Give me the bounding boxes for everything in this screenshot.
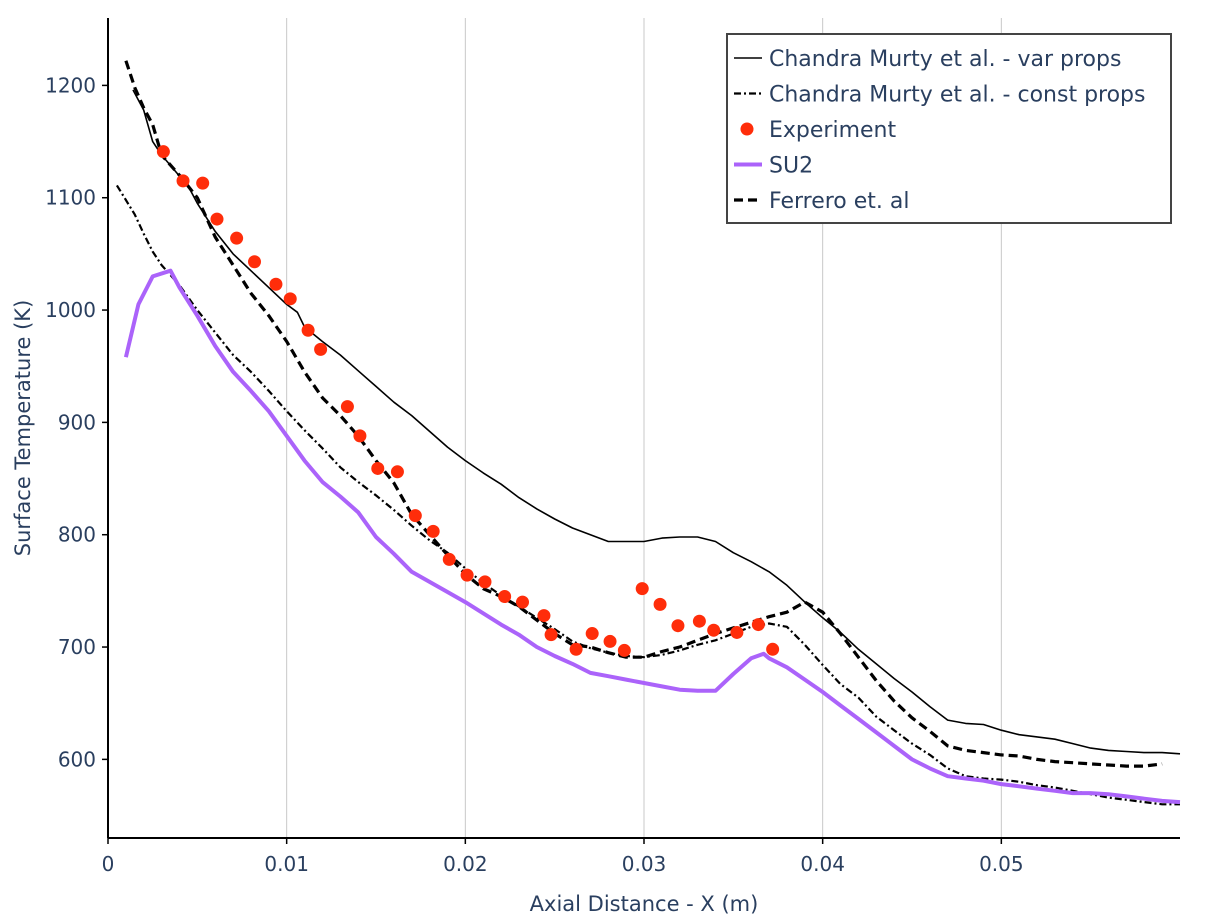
legend-label: Experiment [769, 118, 896, 143]
y-tick-label: 1000 [45, 298, 96, 322]
experiment-point [478, 575, 492, 589]
experiment-point [426, 524, 440, 538]
experiment-point [210, 212, 224, 226]
experiment-point [653, 597, 667, 611]
y-tick-label: 1200 [45, 73, 96, 97]
experiment-point [498, 589, 512, 603]
y-tick-label: 900 [58, 410, 96, 434]
axis-ticks: 0 0.01 0.02 0.03 0.04 0.05 600 700 800 900 1000 110… [45, 73, 1024, 876]
legend-label: Chandra Murty et al. - const props [769, 83, 1145, 108]
x-tick-label: 0.05 [979, 852, 1024, 876]
plot-area [115, 60, 1181, 806]
series-su2-line [123, 268, 1181, 805]
experiment-point [730, 625, 744, 639]
experiment-point [460, 568, 474, 582]
experiment-point [707, 623, 721, 637]
experiment-point [442, 552, 456, 566]
experiment-point [751, 618, 765, 632]
experiment-point [544, 628, 558, 642]
experiment-point [585, 627, 599, 641]
experiment-point [301, 323, 315, 337]
experiment-point [156, 145, 170, 159]
y-tick-label: 1100 [45, 186, 96, 210]
experiment-point [692, 614, 706, 628]
y-tick-label: 800 [58, 523, 96, 547]
experiment-point [196, 176, 210, 190]
y-tick-label: 600 [58, 747, 96, 771]
experiment-point [283, 292, 297, 306]
experiment-point [569, 642, 583, 656]
experiment-point [314, 342, 328, 356]
experiment-point [248, 255, 262, 269]
legend-label: SU2 [769, 154, 813, 179]
experiment-point [353, 429, 367, 443]
legend-label: Chandra Murty et al. - var props [769, 47, 1121, 72]
experiment-point [617, 643, 631, 657]
legend-box [726, 33, 1172, 224]
experiment-point [603, 634, 617, 648]
experiment-point [537, 609, 551, 623]
x-tick-label: 0.01 [264, 852, 309, 876]
experiment-point [340, 400, 354, 414]
x-tick-label: 0.04 [800, 852, 845, 876]
x-tick-label: 0 [102, 852, 115, 876]
experiment-point [176, 174, 190, 188]
experiment-point [408, 509, 422, 523]
experiment-point [516, 595, 530, 609]
y-axis-title: Surface Temperature (K) [11, 300, 35, 557]
legend-label: Ferrero et. al [769, 189, 910, 214]
series-chandra-murty-et-al-var-props-line [132, 89, 1181, 755]
x-tick-label: 0.03 [622, 852, 667, 876]
legend-marker [740, 122, 754, 136]
experiment-point [635, 582, 649, 596]
legend: Chandra Murty et al. - var props Chandra … [726, 33, 1172, 224]
experiment-point [390, 465, 404, 479]
y-tick-label: 700 [58, 635, 96, 659]
series-ferrero-et-al-line [124, 60, 1163, 768]
experiment-point [766, 642, 780, 656]
experiment-point [671, 619, 685, 633]
x-axis-title: Axial Distance - X (m) [530, 892, 759, 916]
experiment-point [269, 277, 283, 291]
experiment-point [371, 461, 385, 475]
experiment-point [230, 231, 244, 245]
x-tick-label: 0.02 [443, 852, 488, 876]
